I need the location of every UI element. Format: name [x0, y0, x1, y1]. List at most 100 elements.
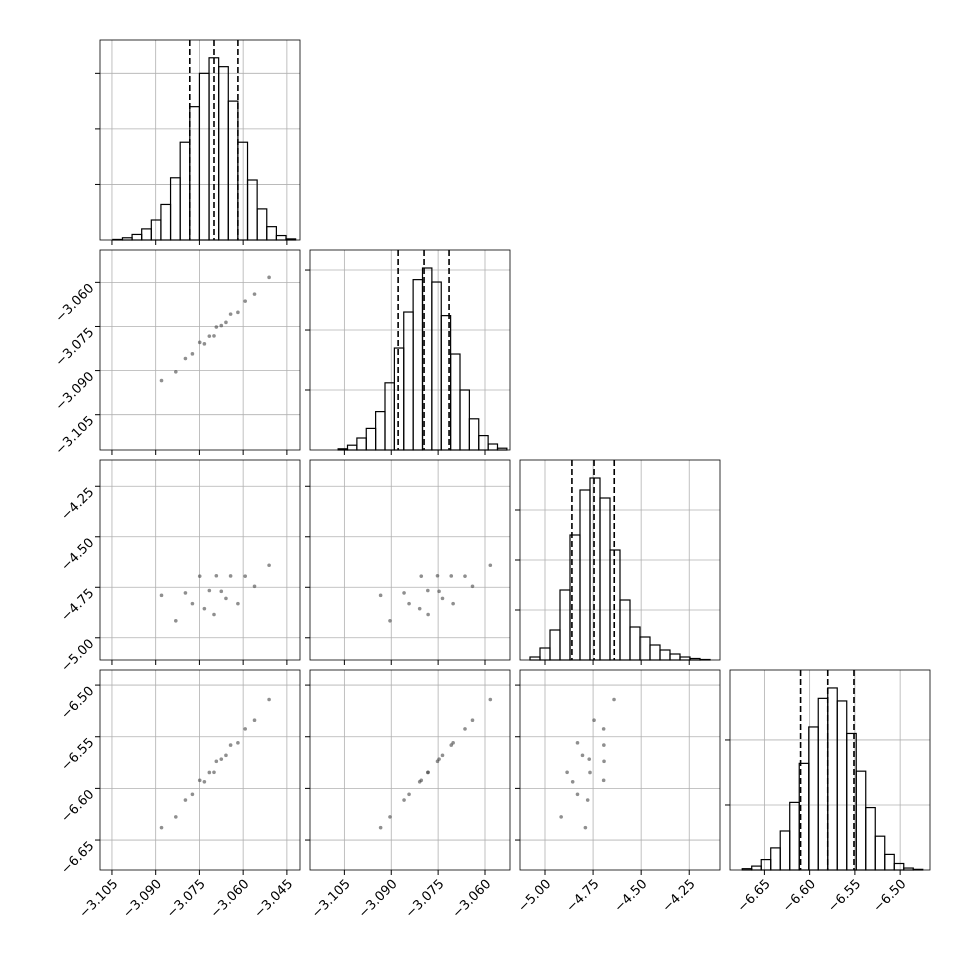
sample-point [228, 574, 233, 578]
sample-point [212, 770, 216, 775]
histogram-bin [237, 141, 249, 241]
sample-point [219, 589, 224, 594]
sample-point [426, 588, 430, 593]
sample-point [419, 574, 424, 578]
x-tick-label: −3.105 [77, 877, 122, 922]
panel-frame [729, 669, 931, 871]
sample-point [407, 601, 411, 606]
sample-point [451, 741, 455, 745]
sample-point [463, 727, 467, 731]
histogram-bin [836, 700, 848, 871]
sample-point [267, 275, 271, 280]
histogram-bin [160, 203, 172, 241]
panel-frame [99, 249, 301, 451]
sample-point [437, 589, 441, 594]
sample-point [602, 759, 606, 764]
sample-point [183, 356, 188, 361]
histogram-bin [893, 862, 905, 871]
sample-point [580, 753, 585, 758]
histogram-bin [884, 853, 895, 871]
sample-point [463, 574, 467, 578]
histogram-bin [529, 656, 541, 661]
x-tick-label: −3.045 [252, 877, 297, 922]
sample-point [159, 593, 164, 598]
sample-point [212, 612, 216, 617]
sample-point [488, 697, 493, 702]
panel-frame [519, 459, 721, 661]
histogram-bin [478, 435, 489, 451]
sample-point [197, 778, 202, 783]
histogram-bin [589, 477, 601, 661]
sample-point [388, 815, 392, 819]
panel-frame [519, 669, 721, 871]
histogram-bin [549, 629, 561, 661]
histogram-bin [218, 66, 229, 241]
y-tick-label: −4.50 [59, 535, 98, 574]
sample-point [570, 779, 575, 784]
sample-point [612, 697, 616, 702]
sample-point [214, 325, 219, 329]
sample-point [197, 574, 202, 578]
sample-point [449, 574, 454, 578]
sample-point [183, 798, 188, 802]
sample-point [190, 601, 195, 606]
histogram-bin [150, 219, 162, 241]
histogram-bin [393, 347, 405, 451]
sample-point [224, 596, 228, 601]
histogram-bin [789, 801, 800, 871]
sample-point [190, 352, 195, 356]
sample-point [267, 563, 271, 568]
histogram-bin [375, 411, 386, 451]
histogram-bin [356, 437, 367, 451]
x-tick-label: −4.25 [660, 877, 699, 916]
sample-point [159, 378, 164, 383]
sample-point [219, 323, 224, 328]
sample-point [575, 792, 580, 797]
histogram-bin [131, 233, 143, 241]
sample-point [190, 792, 195, 797]
sample-point [236, 741, 240, 745]
sample-point [402, 798, 406, 802]
sample-point [207, 588, 212, 593]
panel-frame [99, 669, 301, 871]
histogram-bin [808, 726, 819, 871]
sample-point [417, 606, 422, 611]
sample-point [402, 591, 406, 595]
sample-point [583, 825, 588, 830]
sample-point [587, 757, 592, 761]
sample-point [252, 718, 257, 723]
histogram-bin [227, 100, 239, 241]
histogram-bin [827, 687, 838, 871]
x-tick-label: −6.50 [871, 877, 910, 916]
sample-point [243, 574, 247, 578]
histogram-bin [459, 389, 470, 451]
sample-point [174, 815, 178, 819]
histogram-bin [412, 279, 424, 451]
sample-point [559, 815, 563, 819]
histogram-bin [179, 141, 191, 241]
sample-point [407, 792, 411, 797]
panel-frame [99, 39, 301, 241]
sample-point [219, 757, 224, 761]
sample-point [202, 606, 207, 611]
histogram-bin [384, 382, 395, 451]
sample-point [426, 612, 430, 617]
sample-point [202, 342, 207, 346]
sample-point [214, 573, 219, 578]
x-tick-label: −6.65 [735, 877, 774, 916]
sample-point [214, 759, 219, 764]
sample-point [267, 697, 271, 702]
histogram-bin [365, 427, 377, 451]
panel-frame [309, 249, 511, 451]
x-tick-label: −4.75 [564, 877, 603, 916]
histogram-bin [246, 179, 258, 241]
sample-point [602, 743, 606, 747]
histogram-bin [770, 847, 781, 871]
sample-point [228, 743, 233, 747]
histogram-bin [256, 208, 268, 241]
histogram-bin [874, 835, 886, 871]
sample-point [228, 312, 233, 316]
histogram-bin [198, 72, 210, 241]
sample-point [202, 779, 207, 784]
sample-point [435, 573, 440, 578]
